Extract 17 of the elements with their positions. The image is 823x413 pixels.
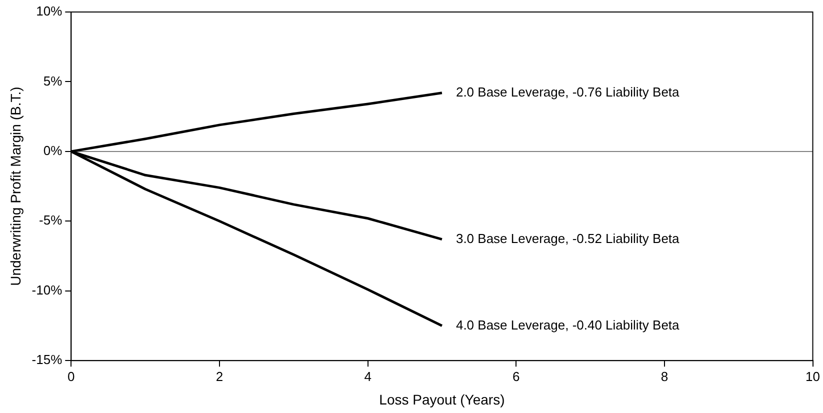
y-axis-title: Underwriting Profit Margin (B.T.)	[7, 86, 24, 286]
series-label: 3.0 Base Leverage, -0.52 Liability Beta	[456, 230, 680, 246]
y-tick-label: -5%	[39, 212, 63, 228]
x-tick-label: 8	[660, 368, 668, 384]
y-tick-label: 5%	[43, 73, 63, 88]
y-tick-label: 10%	[36, 4, 63, 19]
series-label: 2.0 Base Leverage, -0.76 Liability Beta	[456, 84, 680, 100]
series-label: 4.0 Base Leverage, -0.40 Liability Beta	[456, 317, 680, 332]
y-tick-label: 0%	[43, 143, 63, 158]
y-tick-label: -10%	[32, 282, 63, 298]
x-tick-label: 4	[364, 368, 372, 384]
x-tick-label: 0	[68, 368, 75, 384]
x-tick-label: 10	[806, 368, 820, 384]
x-tick-label: 2	[216, 368, 224, 384]
x-axis-title: Loss Payout (Years)	[379, 391, 505, 408]
y-tick-label: -15%	[32, 352, 63, 368]
x-tick-label: 6	[512, 368, 520, 384]
